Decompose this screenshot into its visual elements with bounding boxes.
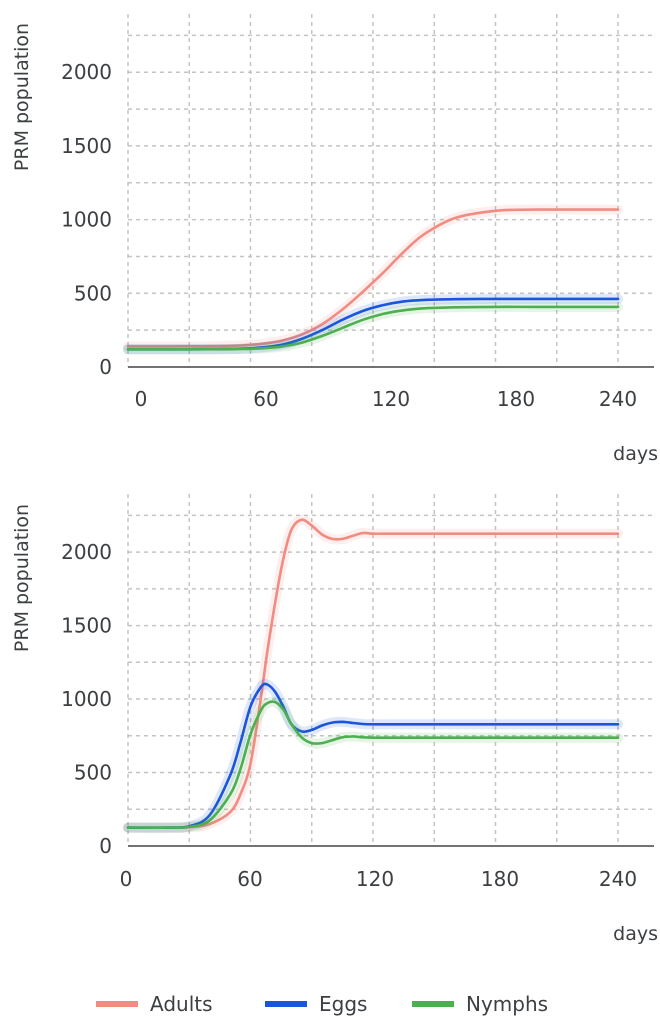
x-tick-label: 120 [356,867,394,891]
x-tick-label: 180 [497,387,535,411]
y-axis-label: PRM population [11,504,33,652]
x-tick-label: 60 [253,387,278,411]
y-tick-label: 2000 [61,60,112,84]
x-axis-label: days [613,923,658,945]
legend-label: Adults [150,992,213,1016]
legend-swatch [265,1001,307,1007]
y-tick-label: 0 [99,834,112,858]
x-tick-label: 240 [599,387,637,411]
series-nymphs-line [126,305,620,351]
chart-panel-2: 0 500 1000 1500 2000 0 60 120 180 240 days PRM popu… [11,494,658,945]
x-axis-label: days [613,443,658,465]
y-tick-label: 2000 [61,540,112,564]
legend-item-nymphs: Nymphs [412,992,548,1016]
series-adults-line [126,208,620,348]
series-adults-line [126,518,620,829]
legend-item-adults: Adults [96,992,213,1016]
series-eggs-line [126,682,620,830]
x-tick-label: 180 [481,867,519,891]
y-tick-label: 1500 [61,134,112,158]
legend: Adults Eggs Nymphs [96,992,548,1016]
x-tick-label: 0 [120,867,133,891]
legend-swatch [96,1001,138,1007]
y-tick-label: 1000 [61,208,112,232]
legend-item-eggs: Eggs [265,992,367,1016]
legend-label: Nymphs [466,992,548,1016]
x-tick-label: 120 [372,387,410,411]
y-axis-label: PRM population [11,23,33,171]
x-tick-label: 0 [135,387,148,411]
chart-panel-1: 0 500 1000 1500 2000 0 60 120 180 240 days PRM popu… [11,14,658,465]
legend-label: Eggs [319,992,367,1016]
x-tick-label: 60 [237,867,262,891]
series-nymphs-line [126,700,620,829]
y-tick-label: 500 [74,761,112,785]
y-tick-label: 1500 [61,614,112,638]
y-tick-label: 1000 [61,687,112,711]
y-tick-label: 500 [74,281,112,305]
legend-swatch [412,1001,454,1007]
y-tick-label: 0 [99,355,112,379]
x-tick-label: 240 [599,867,637,891]
